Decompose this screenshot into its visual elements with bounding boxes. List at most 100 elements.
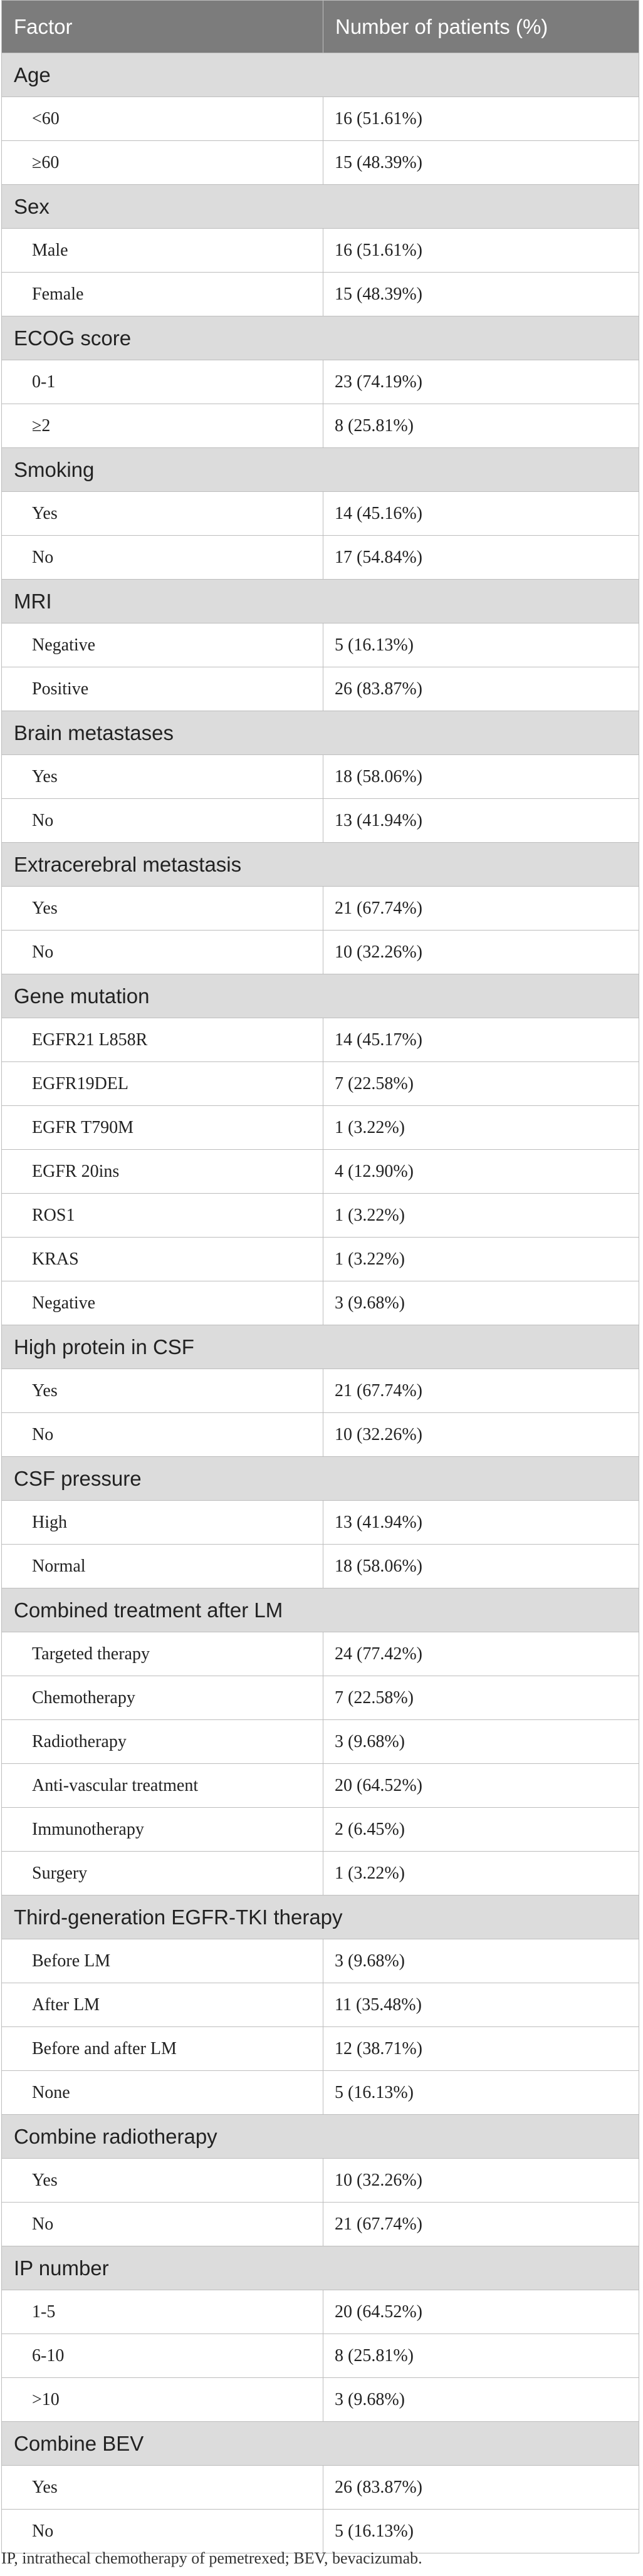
patients-cell: 13 (41.94%) [323,798,639,843]
table-row: No 13 (41.94%) [1,798,639,843]
factor-cell: No [1,2509,323,2553]
factor-cell: Yes [1,2465,323,2510]
group-label: IP number [1,2246,639,2290]
table-row: Negative 3 (9.68%) [1,1281,639,1325]
group-row: Age [1,53,639,97]
patients-cell: 1 (3.22%) [323,1851,639,1895]
group-label: Combine BEV [1,2421,639,2466]
table-footnote: IP, intrathecal chemotherapy of pemetrex… [1,2549,422,2567]
patients-cell: 26 (83.87%) [323,667,639,711]
factor-cell: Yes [1,2158,323,2203]
factor-cell: No [1,798,323,843]
table-row: EGFR 20ins 4 (12.90%) [1,1149,639,1194]
table-row: 0-1 23 (74.19%) [1,360,639,404]
group-label: Combined treatment after LM [1,1588,639,1632]
patients-cell: 21 (67.74%) [323,2202,639,2246]
factor-cell: Normal [1,1544,323,1588]
table-row: Yes 10 (32.26%) [1,2158,639,2203]
table-row: None 5 (16.13%) [1,2070,639,2115]
patients-cell: 13 (41.94%) [323,1500,639,1545]
table-row: No 10 (32.26%) [1,930,639,974]
factor-cell: <60 [1,96,323,141]
group-row: Smoking [1,447,639,492]
table-row: EGFR T790M 1 (3.22%) [1,1105,639,1150]
factor-cell: Female [1,272,323,316]
group-label: CSF pressure [1,1456,639,1501]
patients-column-header: Number of patients (%) [323,0,639,53]
factor-cell: No [1,930,323,974]
group-label: Combine radiotherapy [1,2114,639,2159]
factor-cell: KRAS [1,1237,323,1281]
patients-cell: 3 (9.68%) [323,2377,639,2422]
group-row: IP number [1,2246,639,2290]
table-row: High 13 (41.94%) [1,1500,639,1545]
group-row: Combine radiotherapy [1,2114,639,2159]
group-row: Combined treatment after LM [1,1588,639,1632]
table-row: No 5 (16.13%) [1,2509,639,2553]
patients-cell: 5 (16.13%) [323,2070,639,2115]
factor-cell: Targeted therapy [1,1632,323,1676]
factor-cell: High [1,1500,323,1545]
patients-cell: 17 (54.84%) [323,535,639,580]
group-row: Combine BEV [1,2421,639,2466]
factor-cell: Before LM [1,1939,323,1983]
group-row: Sex [1,184,639,229]
patients-cell: 2 (6.45%) [323,1807,639,1852]
patients-cell: 4 (12.90%) [323,1149,639,1194]
patients-cell: 10 (32.26%) [323,930,639,974]
table-row: Yes 18 (58.06%) [1,754,639,799]
group-label: ECOG score [1,316,639,360]
table-row: Female 15 (48.39%) [1,272,639,316]
patients-cell: 24 (77.42%) [323,1632,639,1676]
patients-cell: 3 (9.68%) [323,1719,639,1764]
factor-cell: None [1,2070,323,2115]
factor-cell: EGFR19DEL [1,1061,323,1106]
patients-cell: 15 (48.39%) [323,272,639,316]
patients-cell: 18 (58.06%) [323,754,639,799]
patients-cell: 10 (32.26%) [323,2158,639,2203]
table-row: Yes 21 (67.74%) [1,1369,639,1413]
group-label: Smoking [1,447,639,492]
group-row: Third-generation EGFR-TKI therapy [1,1895,639,1939]
group-row: CSF pressure [1,1456,639,1501]
factor-cell: EGFR21 L858R [1,1018,323,1062]
table-row: Radiotherapy 3 (9.68%) [1,1719,639,1764]
factor-cell: Yes [1,754,323,799]
patients-cell: 8 (25.81%) [323,2334,639,2378]
factor-cell: Radiotherapy [1,1719,323,1764]
patients-cell: 15 (48.39%) [323,140,639,185]
patients-cell: 26 (83.87%) [323,2465,639,2510]
factor-cell: No [1,2202,323,2246]
patients-cell: 21 (67.74%) [323,1369,639,1413]
patients-cell: 3 (9.68%) [323,1281,639,1325]
factor-cell: Yes [1,1369,323,1413]
group-row: Brain metastases [1,711,639,755]
factor-cell: Positive [1,667,323,711]
patients-cell: 20 (64.52%) [323,2290,639,2334]
factor-cell: EGFR T790M [1,1105,323,1150]
table-row: Before and after LM 12 (38.71%) [1,2026,639,2071]
patients-cell: 23 (74.19%) [323,360,639,404]
patients-cell: 10 (32.26%) [323,1412,639,1457]
factor-cell: Anti-vascular treatment [1,1763,323,1808]
group-label: Third-generation EGFR-TKI therapy [1,1895,639,1939]
table-row: EGFR19DEL 7 (22.58%) [1,1061,639,1106]
group-row: Gene mutation [1,974,639,1018]
patients-cell: 8 (25.81%) [323,404,639,448]
patients-cell: 14 (45.17%) [323,1018,639,1062]
table-body: Age <60 16 (51.61%) ≥60 15 (48.39%) Sex Male 16… [1,53,639,2553]
table-row: Targeted therapy 24 (77.42%) [1,1632,639,1676]
patients-cell: 14 (45.16%) [323,491,639,536]
factor-cell: Immunotherapy [1,1807,323,1852]
patients-cell: 1 (3.22%) [323,1193,639,1238]
factor-cell: Before and after LM [1,2026,323,2071]
group-label: Gene mutation [1,974,639,1018]
group-row: High protein in CSF [1,1325,639,1369]
table-row: Normal 18 (58.06%) [1,1544,639,1588]
factor-cell: Negative [1,623,323,667]
group-row: Extracerebral metastasis [1,842,639,887]
factor-cell: No [1,535,323,580]
table-header-row: Factor Number of patients (%) [1,0,639,53]
factor-cell: 0-1 [1,360,323,404]
factor-cell: Chemotherapy [1,1676,323,1720]
